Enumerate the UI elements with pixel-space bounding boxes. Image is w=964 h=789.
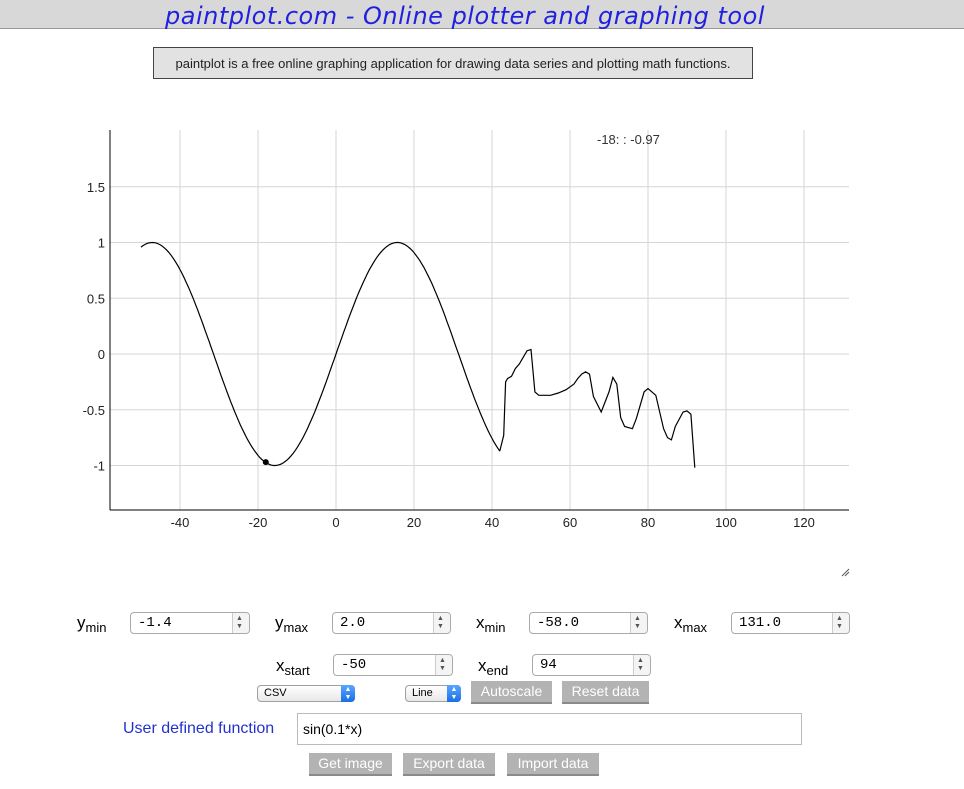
format-select[interactable]: CSV ▲ ▼: [257, 685, 355, 702]
description-box: paintplot is a free online graphing appl…: [153, 47, 753, 79]
import-data-button[interactable]: Import data: [507, 753, 599, 776]
cursor-point: [262, 459, 269, 466]
ymin-input[interactable]: [131, 613, 231, 633]
reset-data-button[interactable]: Reset data: [562, 681, 649, 704]
cursor-readout: -18: : -0.97: [597, 132, 660, 147]
spinner-arrows-icon[interactable]: ▲ ▼: [232, 613, 249, 633]
xstart-label: xstart: [276, 656, 310, 678]
user-function-input[interactable]: [297, 713, 802, 745]
x-tick-labels: -40 -20 0 20 40 60 80 100 120: [171, 515, 815, 530]
spinner-arrows-icon[interactable]: ▲ ▼: [832, 613, 849, 633]
y-tick-labels: 1.5 1 0.5 0 -0.5 -1: [83, 180, 105, 474]
spinner-arrows-icon[interactable]: ▲ ▼: [435, 655, 452, 675]
spinner-arrows-icon[interactable]: ▲ ▼: [630, 613, 647, 633]
ymin-spinner[interactable]: ▲▼: [130, 612, 250, 634]
x-tick-label: 60: [563, 515, 577, 530]
x-tick-label: 40: [485, 515, 499, 530]
style-select-value: Line: [412, 687, 433, 699]
y-tick-label: -1: [93, 459, 105, 474]
select-chevron-icon: ▲ ▼: [447, 685, 461, 702]
plot-grid: [110, 130, 849, 510]
resize-grip-icon[interactable]: [840, 567, 850, 577]
site-title: paintplot.com - Online plotter and graph…: [165, 2, 765, 30]
style-select[interactable]: Line ▲ ▼: [405, 685, 461, 702]
function-curve: [140, 241, 501, 467]
select-chevron-icon: ▲ ▼: [341, 685, 355, 702]
y-tick-label: -0.5: [83, 403, 105, 418]
xend-label: xend: [478, 656, 509, 678]
xmax-label: xmax: [674, 613, 708, 635]
xstart-spinner[interactable]: ▲▼: [333, 654, 453, 676]
x-tick-label: 120: [793, 515, 815, 530]
ymin-label: ymin: [77, 613, 107, 635]
xmin-spinner[interactable]: ▲▼: [529, 612, 648, 634]
y-tick-label: 1.5: [87, 180, 105, 195]
xmin-label: xmin: [476, 613, 506, 635]
ymax-spinner[interactable]: ▲▼: [332, 612, 451, 634]
ymax-label: ymax: [275, 613, 309, 635]
xend-spinner[interactable]: ▲▼: [532, 654, 651, 676]
x-tick-label: 0: [332, 515, 339, 530]
spinner-arrows-icon[interactable]: ▲ ▼: [433, 613, 450, 633]
xend-input[interactable]: [533, 655, 632, 675]
x-tick-label: 20: [407, 515, 421, 530]
get-image-button[interactable]: Get image: [309, 753, 392, 776]
spinner-arrows-icon[interactable]: ▲ ▼: [633, 655, 650, 675]
format-select-value: CSV: [264, 687, 287, 699]
x-tick-label: -40: [171, 515, 190, 530]
xmax-spinner[interactable]: ▲▼: [731, 612, 850, 634]
y-tick-label: 0: [98, 347, 105, 362]
x-tick-label: -20: [249, 515, 268, 530]
xmax-input[interactable]: [732, 613, 831, 633]
xstart-input[interactable]: [334, 655, 434, 675]
data-series-line: [499, 348, 696, 468]
x-tick-label: 100: [715, 515, 737, 530]
y-tick-label: 1: [98, 236, 105, 251]
export-data-button[interactable]: Export data: [403, 753, 495, 776]
y-tick-label: 0.5: [87, 291, 105, 306]
plot-canvas[interactable]: -40 -20 0 20 40 60 80 100 120 1.5 1 0.5 0 -0.5 -1 -18…: [0, 0, 964, 600]
x-tick-label: 80: [641, 515, 655, 530]
top-bar: [0, 0, 964, 29]
user-function-label: User defined function: [123, 720, 275, 737]
autoscale-button[interactable]: Autoscale: [471, 681, 552, 704]
xmin-input[interactable]: [530, 613, 629, 633]
ymax-input[interactable]: [333, 613, 432, 633]
